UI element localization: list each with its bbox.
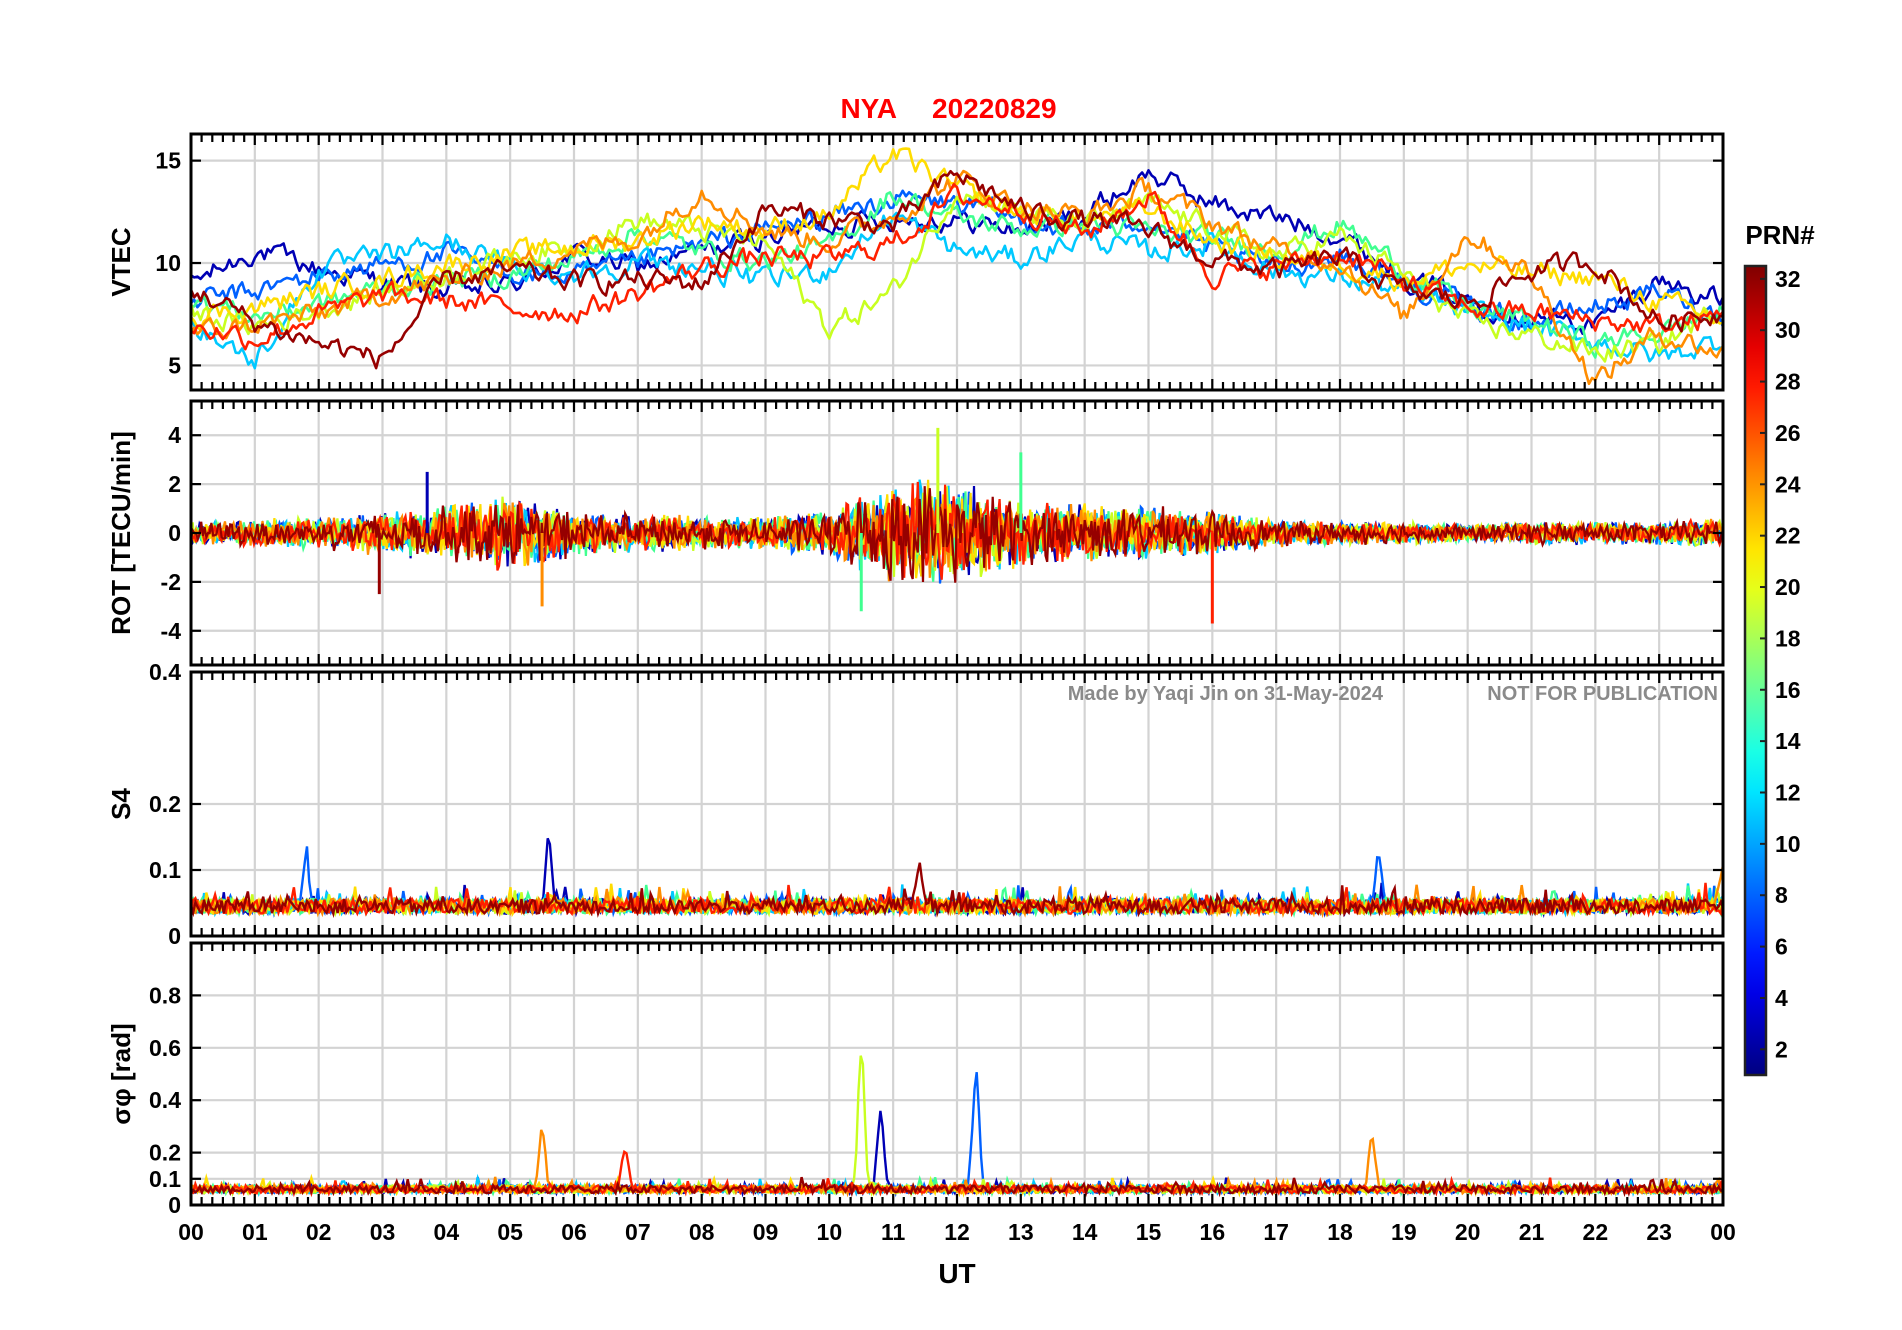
y-tick-label: 0.4: [149, 659, 181, 685]
y-tick-label: 0.1: [149, 1166, 181, 1192]
panel-rot: -4 -2 0 2 4 ROT [TECU/min]: [106, 399, 1725, 667]
colorbar-title: PRN#: [1745, 220, 1815, 250]
y-tick-label: 0: [168, 1192, 181, 1218]
x-axis: 00 01 02 03 04 05 06 07 08 09 10 11 12 13 14 15 16 17 18 19…: [178, 1219, 1736, 1245]
x-tick-marks: [189, 401, 1725, 665]
x-tick-label: 08: [689, 1219, 715, 1245]
y-axis-label-sigma_phi: σφ [rad]: [106, 1023, 136, 1124]
x-tick-label: 00: [178, 1219, 204, 1245]
x-tick-label: 14: [1072, 1219, 1098, 1245]
y-tick-label: 0.1: [149, 857, 181, 883]
y-tick-label: 0.6: [149, 1035, 181, 1061]
x-tick-label: 16: [1200, 1219, 1226, 1245]
x-tick-marks: [189, 134, 1725, 390]
x-tick-label: 10: [817, 1219, 843, 1245]
y-tick-label: 0: [168, 520, 181, 546]
y-tick-label: 4: [168, 422, 181, 448]
panel-data: [191, 1055, 1723, 1198]
y-axis-label-s4: S4: [106, 788, 136, 820]
colorbar-tick-label: 6: [1775, 934, 1788, 960]
x-tick-label: 00: [1710, 1219, 1736, 1245]
colorbar-tick-label: 24: [1775, 471, 1801, 497]
vtec-series-prn-7: [191, 189, 1723, 333]
y-tick-label: 0.2: [149, 791, 181, 817]
panel-sigma_phi: 00.10.2 0.4 0.6 0.8 σφ [rad]: [106, 941, 1725, 1218]
colorbar-tick-label: 22: [1775, 523, 1801, 549]
date-label: 20220829: [932, 93, 1057, 124]
vtec-series-prn-21: [191, 147, 1723, 331]
vtec-series-prn-31: [191, 169, 1723, 370]
x-tick-label: 23: [1646, 1219, 1672, 1245]
x-tick-label: 05: [497, 1219, 523, 1245]
y-tick-label: 10: [155, 250, 181, 276]
colorbar-gradient: [1743, 264, 1768, 1077]
panel-vtec: 5 10 15 VTEC: [106, 132, 1725, 392]
y-tick-label: 5: [168, 352, 181, 378]
x-tick-marks: [189, 943, 1725, 1205]
x-tick-label: 03: [370, 1219, 396, 1245]
y-tick-label: 2: [168, 471, 181, 497]
colorbar-tick-label: 12: [1775, 779, 1801, 805]
x-tick-label: 18: [1327, 1219, 1353, 1245]
x-tick-label: 04: [434, 1219, 460, 1245]
vtec-series-prn-27: [191, 183, 1723, 351]
colorbar-tick-label: 16: [1775, 677, 1801, 703]
x-tick-label: 09: [753, 1219, 779, 1245]
colorbar-tick-label: 2: [1775, 1036, 1788, 1062]
panel-data: [191, 147, 1723, 386]
colorbar-tick-label: 26: [1775, 420, 1801, 446]
colorbar-tick-label: 14: [1775, 728, 1801, 754]
colorbar-tick-label: 8: [1775, 882, 1788, 908]
sigma_phi-series-prn-31: [191, 1176, 1723, 1198]
x-tick-label: 15: [1136, 1219, 1162, 1245]
x-tick-label: 13: [1008, 1219, 1034, 1245]
y-tick-label: 0.4: [149, 1087, 181, 1113]
x-tick-label: 19: [1391, 1219, 1417, 1245]
x-tick-label: 12: [944, 1219, 970, 1245]
panel-data: [191, 427, 1723, 624]
y-tick-label: -4: [161, 618, 182, 644]
x-tick-label: 02: [306, 1219, 332, 1245]
colorbar-tick-label: 10: [1775, 831, 1801, 857]
colorbar-tick-label: 32: [1775, 266, 1801, 292]
y-tick-label: 15: [155, 148, 181, 174]
x-tick-label: 22: [1583, 1219, 1609, 1245]
station-name: NYA: [840, 93, 897, 124]
x-tick-label: 06: [561, 1219, 587, 1245]
colorbar-tick-label: 18: [1775, 625, 1801, 651]
x-tick-label: 17: [1263, 1219, 1289, 1245]
watermark-notice: NOT FOR PUBLICATION: [1487, 683, 1718, 705]
y-axis-label-vtec: VTEC: [106, 227, 136, 297]
rot-series-prn-31: [191, 486, 1723, 583]
x-tick-label: 01: [242, 1219, 268, 1245]
y-tick-label: 0.2: [149, 1140, 181, 1166]
x-axis-label: UT: [938, 1258, 975, 1289]
panel-s4: 0 0.1 0.2 0.4 S4: [106, 659, 1725, 949]
x-tick-label: 11: [881, 1219, 906, 1245]
x-tick-marks: [189, 672, 1725, 936]
vtec-series-prn-2: [191, 169, 1723, 335]
colorbar-tick-label: 28: [1775, 369, 1801, 395]
figure-title: NYA 20220829: [840, 93, 1056, 124]
y-tick-label: 0: [168, 923, 181, 949]
x-tick-label: 20: [1455, 1219, 1481, 1245]
colorbar-tick-label: 30: [1775, 317, 1801, 343]
y-axis-label-rot: ROT [TECU/min]: [106, 431, 136, 635]
panel-data: [191, 837, 1723, 919]
colorbar-tick-label: 4: [1775, 985, 1788, 1011]
watermark-author: Made by Yaqi Jin on 31-May-2024: [1068, 683, 1384, 705]
s4-series-prn-31: [191, 862, 1723, 919]
y-tick-label: -2: [161, 569, 181, 595]
x-tick-label: 07: [625, 1219, 651, 1245]
colorbar-tick-label: 20: [1775, 574, 1801, 600]
y-tick-label: 0.8: [149, 982, 181, 1008]
x-tick-label: 21: [1519, 1219, 1545, 1245]
watermark: Made by Yaqi Jin on 31-May-2024 NOT FOR …: [1068, 683, 1718, 705]
